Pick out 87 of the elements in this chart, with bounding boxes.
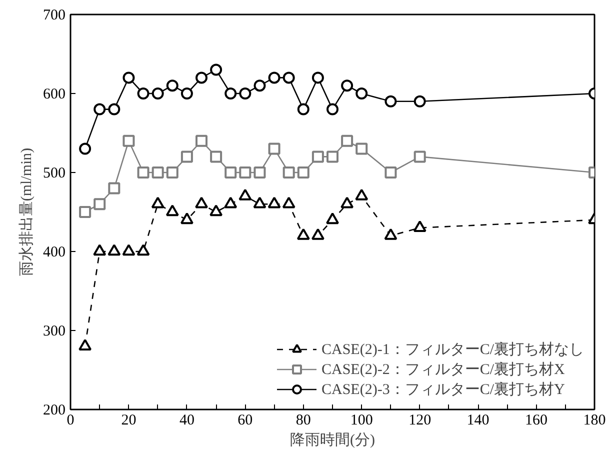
x-tick-label: 40 <box>179 412 194 428</box>
point <box>282 72 295 84</box>
point <box>311 228 324 240</box>
point <box>136 244 150 256</box>
point <box>210 64 222 76</box>
x-tick-label: 180 <box>583 412 606 428</box>
point <box>224 166 237 178</box>
point <box>414 150 426 163</box>
y-tick-label: 600 <box>43 86 66 102</box>
point <box>122 72 135 84</box>
point <box>341 80 354 92</box>
legend-label: CASE(2)-3：フィルターC/裏打ち材Y <box>322 380 565 398</box>
point <box>384 166 397 178</box>
point <box>413 220 426 232</box>
point <box>166 80 178 92</box>
point <box>282 166 295 178</box>
point <box>137 88 150 100</box>
y-tick-label: 500 <box>43 166 66 182</box>
point <box>268 196 281 208</box>
y-tick-label: 200 <box>43 402 66 418</box>
x-tick-label: 120 <box>408 412 432 428</box>
point <box>180 212 194 224</box>
x-axis-title: 降雨時間(分) <box>290 432 376 448</box>
point <box>297 166 310 178</box>
point <box>312 150 324 163</box>
point <box>108 244 121 256</box>
point <box>239 88 252 100</box>
point <box>356 88 368 100</box>
point <box>384 95 397 108</box>
point <box>254 166 266 178</box>
y-tick-label: 400 <box>43 244 66 260</box>
x-tick-label: 0 <box>66 412 74 428</box>
point <box>239 166 252 178</box>
point <box>297 103 310 116</box>
point <box>79 142 92 155</box>
point <box>195 196 208 208</box>
point <box>210 150 222 163</box>
y-axis-title: 雨水排出量(ml/min) <box>18 148 35 276</box>
point <box>224 196 238 208</box>
point <box>108 182 120 194</box>
point <box>238 188 252 200</box>
point <box>326 212 339 224</box>
point <box>166 166 178 178</box>
point <box>93 244 106 256</box>
point <box>78 338 92 350</box>
point <box>326 150 338 163</box>
legend-label: CASE(2)-2：フィルターC/裏打ち材X <box>322 360 565 378</box>
x-tick-label: 60 <box>238 412 253 428</box>
point <box>210 204 223 216</box>
x-tick-label: 140 <box>466 412 490 428</box>
y-tick-label: 300 <box>43 324 66 340</box>
x-tick-label: 160 <box>525 412 548 428</box>
point <box>340 196 354 208</box>
point <box>180 150 193 163</box>
point <box>196 134 208 147</box>
point <box>137 166 150 178</box>
point <box>166 204 179 216</box>
point <box>94 198 106 210</box>
point <box>79 206 92 218</box>
point <box>196 72 208 84</box>
x-tick-label: 80 <box>296 412 311 428</box>
point <box>94 103 106 116</box>
point <box>296 228 310 240</box>
point <box>384 228 398 240</box>
point <box>414 95 426 108</box>
point <box>152 88 164 100</box>
point <box>108 103 120 116</box>
point <box>151 196 164 208</box>
point <box>268 72 280 84</box>
point <box>312 72 324 84</box>
point <box>254 80 266 92</box>
x-tick-label: 20 <box>121 412 136 428</box>
point <box>282 196 296 208</box>
point <box>224 88 237 100</box>
point <box>355 188 368 200</box>
point <box>122 244 136 256</box>
legend-label: CASE(2)-1：フィルターC/裏打ち材なし <box>322 340 584 358</box>
point <box>253 196 266 208</box>
y-tick-label: 700 <box>43 8 66 24</box>
x-tick-label: 100 <box>350 412 373 428</box>
point <box>268 142 280 155</box>
point <box>356 142 368 155</box>
point <box>180 88 193 100</box>
point <box>152 166 164 178</box>
point <box>326 103 338 116</box>
point <box>341 134 354 147</box>
point <box>122 134 135 147</box>
